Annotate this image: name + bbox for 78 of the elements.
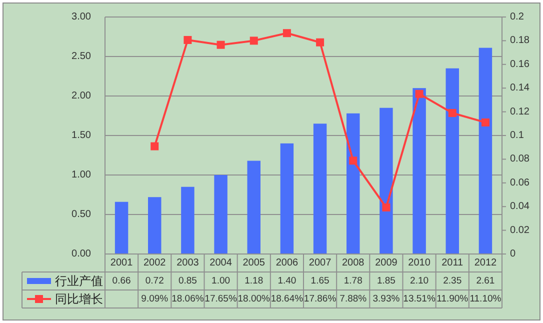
bar bbox=[412, 88, 426, 254]
point bbox=[415, 90, 424, 98]
point bbox=[282, 29, 291, 38]
y-tick-label: 3.00 bbox=[72, 12, 92, 22]
bar bbox=[247, 160, 260, 254]
bar bbox=[478, 48, 492, 254]
data-label: 2.10 bbox=[410, 276, 429, 286]
x-tick-label: 2002 bbox=[144, 258, 166, 268]
point bbox=[349, 156, 358, 165]
bar bbox=[214, 175, 228, 254]
y2-tick-label: 0.16 bbox=[510, 58, 530, 70]
x-tick-label: 2010 bbox=[408, 258, 431, 268]
data-label: 0.72 bbox=[145, 276, 164, 286]
y-tick-label: 0.50 bbox=[72, 209, 92, 220]
point bbox=[481, 118, 490, 126]
y2-tick-label: 0.18 bbox=[510, 35, 530, 46]
data-label: 9.09% bbox=[141, 294, 169, 304]
data-label: 0.85 bbox=[178, 276, 197, 286]
data-label: 18.64% bbox=[270, 294, 304, 304]
bar bbox=[148, 197, 162, 254]
x-tick-label: 2012 bbox=[474, 258, 498, 268]
bar bbox=[380, 108, 393, 254]
point bbox=[382, 203, 390, 212]
legend-label: 行业产值 bbox=[55, 274, 103, 288]
bar bbox=[114, 202, 128, 254]
point bbox=[250, 36, 258, 45]
data-label: 11.90% bbox=[436, 294, 469, 304]
x-tick-label: 2007 bbox=[308, 258, 332, 268]
data-label: 17.65% bbox=[204, 294, 238, 304]
point bbox=[316, 38, 324, 46]
y2-tick-label: 0 bbox=[510, 248, 516, 260]
y-tick-label: 1.00 bbox=[72, 170, 92, 180]
y-tick-label: 2.00 bbox=[72, 90, 92, 102]
data-label: 2.35 bbox=[443, 276, 462, 286]
data-label: 13.51% bbox=[403, 294, 436, 304]
x-tick-label: 2005 bbox=[242, 258, 266, 268]
x-tick-label: 2009 bbox=[375, 258, 398, 268]
y2-tick-label: 0.12 bbox=[510, 106, 530, 118]
data-label: 1.18 bbox=[244, 276, 264, 286]
y2-tick-label: 0.1 bbox=[510, 130, 524, 141]
x-tick-label: 2011 bbox=[442, 258, 464, 268]
data-label: 1.40 bbox=[278, 276, 296, 286]
data-label: 18.00% bbox=[238, 294, 271, 304]
bar bbox=[346, 113, 360, 254]
bar bbox=[181, 186, 194, 254]
x-tick-label: 2004 bbox=[210, 258, 232, 268]
data-label: 1.85 bbox=[376, 276, 396, 286]
point bbox=[216, 40, 225, 49]
x-tick-label: 2001 bbox=[110, 258, 134, 268]
y2-tick-label: 0.2 bbox=[510, 12, 524, 22]
data-label: 11.10% bbox=[470, 294, 502, 304]
y2-tick-label: 0.08 bbox=[510, 154, 530, 165]
x-tick-label: 2008 bbox=[342, 258, 365, 268]
data-label: 1.78 bbox=[344, 276, 362, 286]
data-label: 18.06% bbox=[172, 294, 204, 304]
y-tick-label: 0.00 bbox=[72, 248, 92, 260]
point bbox=[448, 108, 456, 117]
bar bbox=[313, 124, 327, 254]
data-label: 17.86% bbox=[304, 294, 337, 304]
data-label: 7.88% bbox=[340, 294, 368, 304]
point bbox=[150, 142, 159, 150]
bar bbox=[280, 143, 294, 254]
data-label: 3.93% bbox=[372, 294, 400, 304]
y2-tick-label: 0.04 bbox=[510, 201, 530, 212]
y2-tick-label: 0.02 bbox=[510, 224, 530, 236]
y2-tick-label: 0.06 bbox=[510, 177, 530, 188]
data-label: 1.00 bbox=[212, 276, 230, 286]
y2-tick-label: 0.14 bbox=[510, 82, 530, 94]
x-tick-label: 2006 bbox=[276, 258, 299, 268]
data-label: 0.66 bbox=[112, 276, 131, 286]
y-tick-label: 2.50 bbox=[72, 51, 92, 62]
legend-label: 同比增长 bbox=[55, 292, 103, 306]
y-tick-label: 1.50 bbox=[72, 130, 92, 141]
bar bbox=[446, 68, 459, 254]
x-tick-label: 2003 bbox=[176, 258, 200, 268]
point bbox=[184, 36, 192, 44]
data-label: 1.65 bbox=[310, 276, 330, 286]
data-label: 2.61 bbox=[476, 276, 495, 286]
